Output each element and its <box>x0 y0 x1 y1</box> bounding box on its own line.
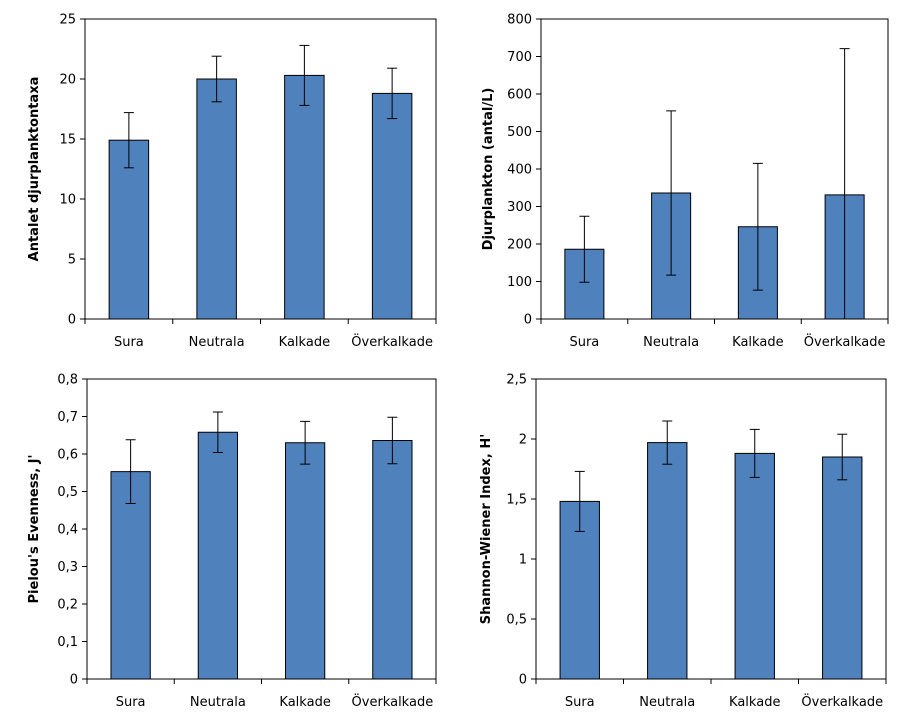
x-category-label: Neutrala <box>643 335 699 350</box>
y-tick-label: 10 <box>59 193 76 208</box>
y-tick-label: 2 <box>519 433 527 448</box>
x-category-label: Sura <box>116 695 146 710</box>
y-tick-label: 0 <box>524 313 532 328</box>
x-category-label: Överkalkade <box>351 333 433 350</box>
y-tick-label: 25 <box>59 13 76 28</box>
y-tick-label: 2,5 <box>506 373 527 388</box>
x-category-label: Överkalkade <box>352 693 434 710</box>
y-axis-title: Shannon-Wiener Index, H' <box>479 434 494 624</box>
y-tick-label: 1,5 <box>506 493 527 508</box>
x-category-label: Neutrala <box>189 335 245 350</box>
x-category-label: Kalkade <box>279 695 330 710</box>
bar-neutrala <box>647 442 688 680</box>
y-tick-label: 1 <box>519 553 527 568</box>
y-tick-label: 100 <box>507 275 532 290</box>
y-tick-label: 0,1 <box>57 635 78 650</box>
x-category-label: Neutrala <box>639 695 695 710</box>
bar-kalkade <box>284 442 326 680</box>
x-category-label: Kalkade <box>279 335 330 350</box>
y-tick-label: 0,8 <box>57 373 78 388</box>
x-category-label: Sura <box>114 335 144 350</box>
y-tick-label: 5 <box>68 253 76 268</box>
y-tick-label: 800 <box>507 13 532 28</box>
y-tick-label: 0 <box>519 673 527 688</box>
x-category-label: Överkalkade <box>801 693 883 710</box>
y-tick-label: 0,7 <box>57 410 78 425</box>
bar-neutrala <box>196 78 237 320</box>
y-axis-title: Pielou's Evenness, J' <box>27 455 42 604</box>
bar-sura <box>108 139 150 320</box>
y-tick-label: 300 <box>507 200 532 215</box>
y-tick-label: 20 <box>59 73 76 88</box>
bar-överkalkade <box>822 456 863 680</box>
y-axis-title: Antalet djurplanktontaxa <box>27 77 42 262</box>
bar-kalkade <box>284 74 325 320</box>
y-tick-label: 0 <box>70 673 78 688</box>
y-tick-label: 700 <box>507 50 532 65</box>
y-tick-label: 0,5 <box>57 485 78 500</box>
y-tick-label: 0,3 <box>57 560 78 575</box>
y-tick-label: 500 <box>507 125 532 140</box>
bar-överkalkade <box>372 440 413 680</box>
x-category-label: Sura <box>565 695 595 710</box>
bar-överkalkade <box>371 92 413 320</box>
y-tick-label: 0,5 <box>506 613 527 628</box>
x-category-label: Kalkade <box>729 695 780 710</box>
x-category-label: Neutrala <box>190 695 246 710</box>
y-tick-label: 0,6 <box>57 448 78 463</box>
y-tick-label: 0,2 <box>57 598 78 613</box>
y-tick-label: 0 <box>68 313 76 328</box>
bar-neutrala <box>197 431 239 680</box>
y-tick-label: 400 <box>507 163 532 178</box>
y-axis-title: Djurplankton (antal/L) <box>481 88 496 251</box>
y-tick-label: 200 <box>507 238 532 253</box>
y-tick-label: 0,4 <box>57 523 78 538</box>
y-tick-label: 15 <box>59 133 76 148</box>
x-category-label: Sura <box>569 335 599 350</box>
bar-kalkade <box>734 452 775 680</box>
x-category-label: Kalkade <box>732 335 783 350</box>
y-tick-label: 600 <box>507 88 532 103</box>
x-category-label: Överkalkade <box>804 333 886 350</box>
